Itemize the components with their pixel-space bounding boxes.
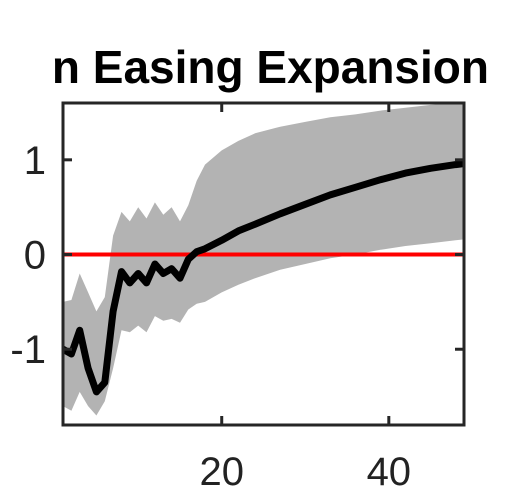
axes: 1 0 -1 20 40 bbox=[10, 103, 464, 494]
chart-title: n Easing Expansion bbox=[52, 41, 489, 93]
series-line bbox=[63, 160, 464, 396]
confidence-band bbox=[63, 103, 464, 416]
axes-frame bbox=[61, 101, 466, 427]
y-tick-label: 1 bbox=[24, 139, 46, 183]
x-tick-label: 40 bbox=[367, 450, 412, 494]
x-tick-label: 20 bbox=[199, 450, 244, 494]
plot-area bbox=[63, 103, 464, 416]
y-tick-label: -1 bbox=[10, 328, 46, 372]
y-tick-label: 0 bbox=[24, 234, 46, 278]
